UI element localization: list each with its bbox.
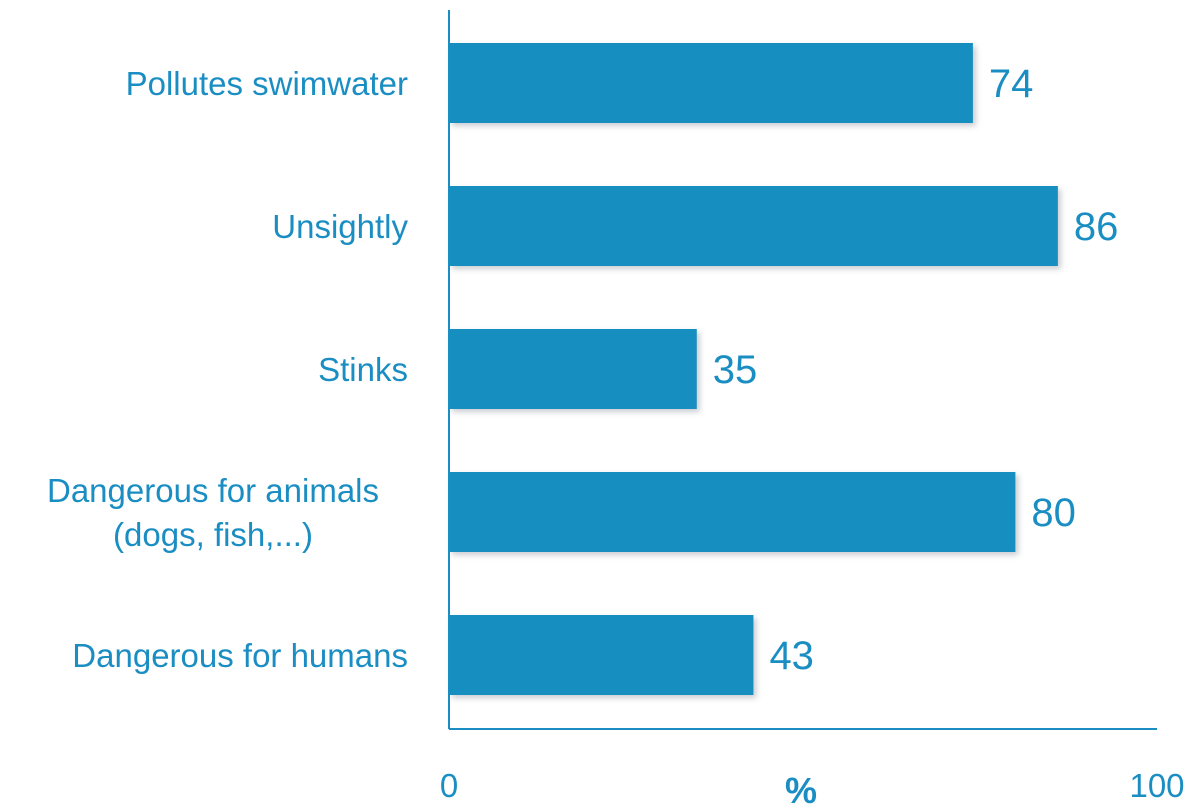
bars-layer bbox=[449, 43, 1058, 695]
data-label-3: 80 bbox=[1031, 491, 1076, 535]
bar-0 bbox=[449, 43, 973, 123]
bar-1 bbox=[449, 186, 1058, 266]
data-label-0: 74 bbox=[989, 62, 1033, 106]
labels-layer: 74 Pollutes swimwater 86 Unsightly 35 Stinks 8… bbox=[47, 62, 1185, 804]
data-label-2: 35 bbox=[713, 348, 758, 392]
bar-4 bbox=[449, 615, 754, 695]
category-label-line: Dangerous for animals bbox=[47, 472, 379, 509]
category-label-line: Unsightly bbox=[272, 208, 408, 245]
category-label-line: (dogs, fish,...) bbox=[113, 516, 313, 553]
x-tick-label-1: 100 bbox=[1129, 767, 1184, 804]
bar-3 bbox=[449, 472, 1016, 552]
category-label-3: Dangerous for animals (dogs, fish,...) bbox=[47, 472, 379, 553]
x-axis-title: % bbox=[785, 770, 817, 809]
category-label-4: Dangerous for humans bbox=[72, 637, 408, 674]
data-label-1: 86 bbox=[1074, 205, 1119, 249]
category-label-line: Pollutes swimwater bbox=[126, 65, 408, 102]
data-label-4: 43 bbox=[769, 634, 814, 678]
x-tick-label-0: 0 bbox=[440, 767, 458, 804]
category-label-0: Pollutes swimwater bbox=[126, 65, 408, 102]
category-label-line: Dangerous for humans bbox=[72, 637, 408, 674]
category-label-2: Stinks bbox=[318, 351, 408, 388]
category-label-line: Stinks bbox=[318, 351, 408, 388]
bar-2 bbox=[449, 329, 697, 409]
category-label-1: Unsightly bbox=[272, 208, 408, 245]
